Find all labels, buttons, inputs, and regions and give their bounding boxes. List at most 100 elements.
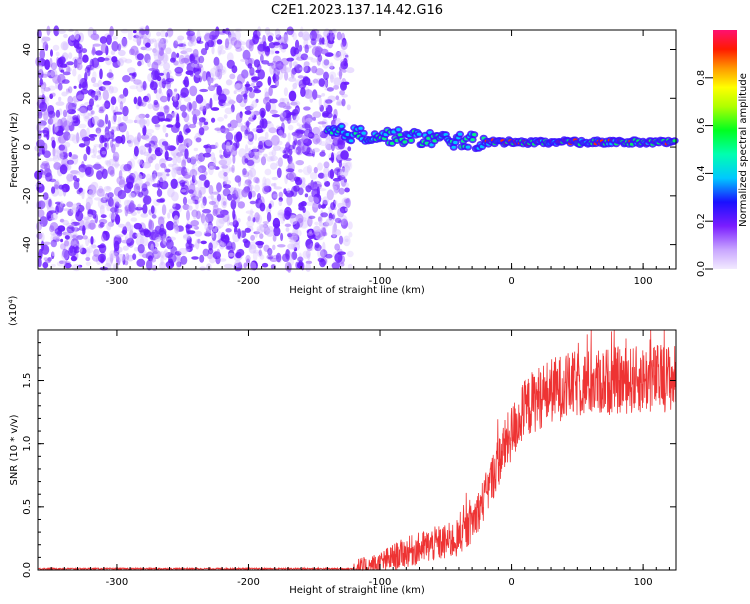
spectrogram-noise-cell bbox=[333, 84, 339, 90]
spectrogram-noise-cell bbox=[305, 201, 314, 206]
spectrogram-noise-cell bbox=[322, 227, 327, 237]
spectrogram-noise-cell bbox=[126, 254, 135, 262]
spectrogram-noise-cell bbox=[49, 93, 54, 100]
spectrogram-noise-cell bbox=[300, 201, 307, 207]
spectrogram-noise-cell bbox=[97, 253, 106, 263]
spectrogram-noise-cell bbox=[224, 38, 230, 49]
spectrogram-noise-cell bbox=[270, 47, 276, 54]
spectrogram-y-tick-label: -20 bbox=[22, 188, 33, 204]
spectrogram-noise-cell bbox=[211, 30, 220, 36]
spectrogram-noise-cell bbox=[81, 136, 91, 142]
spectrogram-noise-cell bbox=[340, 42, 345, 48]
spectrogram-noise-cell bbox=[88, 134, 98, 138]
spectrogram-noise-cell bbox=[186, 101, 193, 112]
spectrogram-noise-cell bbox=[346, 67, 355, 74]
spectrogram-noise-cell bbox=[183, 113, 190, 123]
spectrogram-noise-cell bbox=[341, 182, 350, 188]
spectrogram-noise-cell bbox=[160, 39, 164, 48]
spectrogram-noise-cell bbox=[115, 141, 120, 148]
spectrogram-noise-cell bbox=[96, 130, 101, 137]
spectrogram-noise-cell bbox=[271, 191, 278, 201]
spectrogram-noise-cell bbox=[50, 49, 53, 57]
spectrogram-noise-cell bbox=[186, 210, 190, 221]
spectrogram-noise-cell bbox=[286, 195, 293, 206]
spectrogram-noise-cell bbox=[190, 220, 199, 227]
spectrogram-noise-cell bbox=[148, 220, 155, 231]
spectrogram-noise-cell bbox=[40, 232, 45, 243]
spectrogram-noise-cell bbox=[321, 93, 326, 97]
spectrogram-noise-cell bbox=[332, 224, 337, 233]
spectrogram-noise-cell bbox=[137, 159, 143, 165]
spectrogram-noise-cell bbox=[94, 197, 102, 201]
spectrogram-noise-cell bbox=[199, 186, 207, 195]
spectrogram-noise-cell bbox=[87, 112, 93, 117]
spectrogram-noise-cell bbox=[90, 236, 94, 245]
spectrogram-noise-cell bbox=[232, 209, 236, 220]
spectrogram-noise-cell bbox=[204, 33, 213, 43]
spectrogram-noise-cell bbox=[55, 101, 65, 106]
spectrogram-noise-cell bbox=[197, 152, 206, 162]
spectrogram-noise-cell bbox=[307, 82, 313, 86]
spectrogram-noise-cell bbox=[269, 98, 278, 104]
spectrogram-signal-core bbox=[472, 133, 477, 137]
spectrogram-noise-cell bbox=[204, 179, 210, 188]
spectrogram-noise-cell bbox=[182, 41, 187, 53]
spectrogram-noise-cell bbox=[98, 185, 104, 194]
spectrogram-noise-cell bbox=[87, 222, 97, 230]
spectrogram-noise-cell bbox=[313, 225, 321, 233]
spectrogram-noise-cell bbox=[171, 191, 179, 202]
spectrogram-noise-cell bbox=[108, 85, 114, 94]
spectrogram-noise-cell bbox=[66, 159, 74, 165]
spectrogram-noise-cell bbox=[333, 51, 343, 61]
spectrogram-noise-cell bbox=[197, 179, 203, 189]
spectrogram-noise-cell bbox=[252, 176, 258, 183]
spectrogram-noise-cell bbox=[287, 124, 294, 131]
spectrogram-noise-cell bbox=[228, 167, 235, 172]
spectrogram-noise-cell bbox=[50, 239, 57, 248]
spectrogram-noise-cell bbox=[107, 120, 111, 130]
spectrogram-noise-cell bbox=[316, 56, 321, 66]
spectrogram-noise-cell bbox=[296, 145, 305, 151]
spectrogram-noise-cell bbox=[150, 243, 154, 253]
spectrogram-noise-cell bbox=[163, 105, 170, 110]
spectrogram-noise-cell bbox=[194, 199, 199, 205]
snr-frame bbox=[38, 330, 676, 570]
spectrogram-noise-cell bbox=[342, 235, 351, 247]
spectrogram-noise-cell bbox=[139, 117, 146, 129]
spectrogram-noise-cell bbox=[245, 258, 251, 267]
spectrogram-noise-cell bbox=[187, 40, 194, 47]
spectrogram-noise-cell bbox=[195, 193, 204, 202]
spectrogram-noise-cell bbox=[225, 79, 233, 86]
spectrogram-noise-cell bbox=[41, 36, 51, 42]
spectrogram-noise-cell bbox=[281, 122, 285, 133]
spectrogram-noise-cell bbox=[226, 216, 230, 227]
spectrogram-noise-cell bbox=[281, 34, 289, 45]
spectrogram-noise-cell bbox=[53, 162, 62, 170]
spectrogram-noise-cell bbox=[220, 233, 226, 241]
spectrogram-noise-cell bbox=[226, 96, 232, 103]
spectrogram-noise-cell bbox=[68, 52, 73, 59]
spectrogram-noise-cell bbox=[39, 216, 48, 227]
spectrogram-noise-cell bbox=[287, 132, 291, 143]
spectrogram-noise-cell bbox=[173, 215, 179, 226]
spectrogram-noise-cell bbox=[165, 168, 171, 173]
spectrogram-noise-cell bbox=[348, 231, 353, 238]
spectrogram-noise-cell bbox=[285, 227, 290, 232]
spectrogram-noise-cell bbox=[237, 201, 245, 209]
spectrogram-noise-cell bbox=[198, 190, 202, 199]
spectrogram-noise-cell bbox=[289, 239, 297, 243]
spectrogram-noise-cell bbox=[277, 157, 283, 168]
spectrogram-noise-cell bbox=[216, 248, 221, 260]
spectrogram-noise-cell bbox=[189, 85, 198, 97]
spectrogram-y-tick-label: -40 bbox=[22, 236, 33, 252]
spectrogram-noise-cell bbox=[137, 96, 142, 107]
spectrogram-noise-cell bbox=[261, 118, 268, 129]
spectrogram-noise-cell bbox=[234, 260, 242, 268]
snr-x-tick-label: -300 bbox=[106, 577, 129, 588]
spectrogram-noise-cell bbox=[317, 137, 322, 146]
spectrogram-noise-cell bbox=[159, 223, 165, 233]
spectrogram-noise-cell bbox=[142, 80, 147, 91]
spectrogram-signal-core bbox=[397, 133, 403, 137]
spectrogram-noise-cell bbox=[237, 218, 241, 223]
spectrogram-noise-cell bbox=[283, 188, 287, 195]
